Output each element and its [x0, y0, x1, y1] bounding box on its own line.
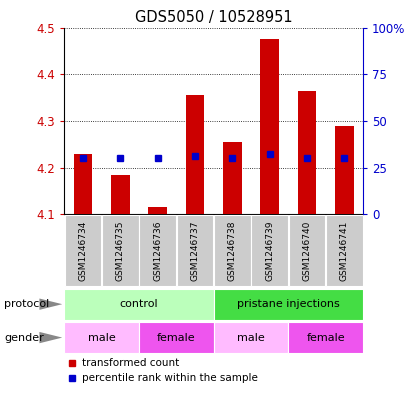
Text: female: female: [157, 332, 196, 343]
Text: transformed count: transformed count: [82, 358, 180, 368]
Bar: [261, 39, 279, 214]
Text: gender: gender: [4, 332, 44, 343]
Text: female: female: [306, 332, 345, 343]
Text: GSM1246740: GSM1246740: [303, 220, 312, 281]
Text: GSM1246734: GSM1246734: [78, 220, 88, 281]
Bar: [64, 289, 214, 320]
Bar: [214, 215, 251, 286]
Bar: [289, 215, 325, 286]
Polygon shape: [39, 332, 62, 343]
Bar: [139, 215, 176, 286]
Text: male: male: [237, 332, 265, 343]
Bar: [149, 207, 167, 214]
Bar: [251, 215, 288, 286]
Bar: [64, 322, 139, 353]
Text: GSM1246741: GSM1246741: [340, 220, 349, 281]
Bar: [111, 174, 130, 214]
Bar: [186, 95, 205, 214]
Text: GSM1246737: GSM1246737: [190, 220, 200, 281]
Bar: [177, 215, 213, 286]
Bar: [326, 215, 363, 286]
Bar: [298, 90, 317, 214]
Text: GSM1246736: GSM1246736: [153, 220, 162, 281]
Text: male: male: [88, 332, 115, 343]
Bar: [139, 322, 214, 353]
Bar: [65, 215, 101, 286]
Bar: [288, 322, 363, 353]
Polygon shape: [39, 299, 62, 310]
Text: percentile rank within the sample: percentile rank within the sample: [82, 373, 258, 383]
Text: control: control: [120, 299, 159, 309]
Bar: [102, 215, 139, 286]
Text: pristane injections: pristane injections: [237, 299, 340, 309]
Text: GSM1246738: GSM1246738: [228, 220, 237, 281]
Bar: [223, 142, 242, 214]
Text: GSM1246739: GSM1246739: [265, 220, 274, 281]
Title: GDS5050 / 10528951: GDS5050 / 10528951: [135, 10, 293, 25]
Text: GSM1246735: GSM1246735: [116, 220, 125, 281]
Bar: [214, 322, 288, 353]
Text: protocol: protocol: [4, 299, 49, 309]
Bar: [335, 125, 354, 214]
Bar: [214, 289, 363, 320]
Bar: [74, 154, 93, 214]
